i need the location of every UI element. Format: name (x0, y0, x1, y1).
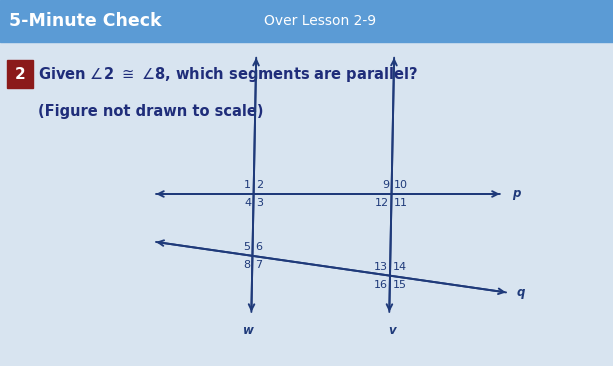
Text: 12: 12 (375, 198, 389, 208)
Text: 3: 3 (256, 198, 263, 208)
Bar (0, 0, 613, 42)
Text: 15: 15 (392, 280, 406, 290)
Text: w: w (243, 324, 254, 337)
Text: v: v (389, 324, 396, 337)
Text: 6: 6 (255, 242, 262, 252)
Text: 11: 11 (394, 198, 408, 208)
Text: p: p (512, 187, 520, 201)
Text: 9: 9 (382, 180, 389, 190)
Text: 5: 5 (243, 242, 250, 252)
Text: 8: 8 (243, 260, 250, 270)
Text: 7: 7 (255, 260, 262, 270)
Bar (7, 60, 33, 88)
Text: 4: 4 (244, 198, 251, 208)
Text: 10: 10 (394, 180, 408, 190)
Text: (Figure not drawn to scale): (Figure not drawn to scale) (38, 104, 264, 119)
Text: 2: 2 (256, 180, 263, 190)
Text: q: q (516, 286, 525, 299)
Text: 16: 16 (373, 280, 387, 290)
Text: 13: 13 (373, 262, 387, 272)
Text: Over Lesson 2-9: Over Lesson 2-9 (264, 14, 376, 28)
Text: 14: 14 (392, 262, 406, 272)
Text: 1: 1 (244, 180, 251, 190)
Text: 5-Minute Check: 5-Minute Check (9, 12, 162, 30)
Text: Given $\angle$2 $\cong$ $\angle$8, which segments are parallel?: Given $\angle$2 $\cong$ $\angle$8, which… (38, 65, 418, 83)
Text: 2: 2 (15, 67, 26, 82)
